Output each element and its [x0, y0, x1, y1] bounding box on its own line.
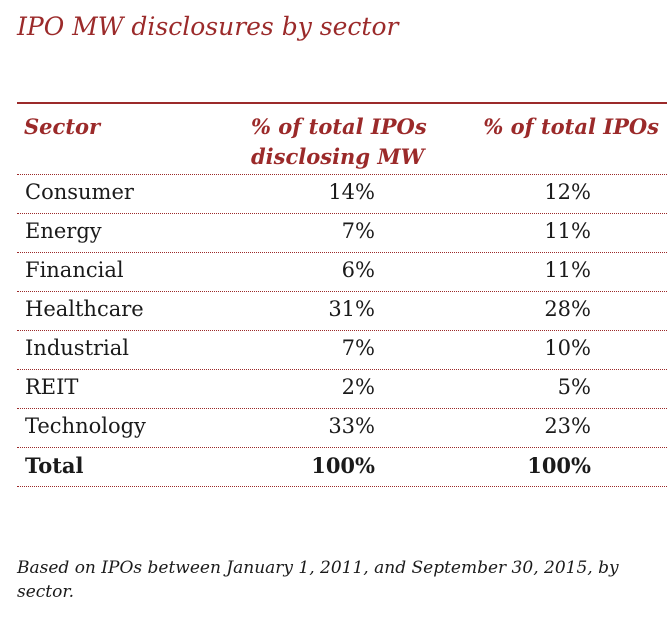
total-cell: 23% — [544, 414, 591, 438]
sector-table: Sector % of total IPOs disclosing MW % o… — [17, 102, 667, 487]
total-cell: 12% — [544, 180, 591, 204]
table-row: Consumer 14% 12% — [17, 174, 667, 213]
header-sector: Sector — [24, 114, 101, 139]
disclosing-cell: 2% — [341, 375, 375, 399]
page-title: IPO MW disclosures by sector — [17, 12, 399, 41]
sector-cell: Industrial — [25, 336, 129, 360]
total-cell: 11% — [544, 219, 591, 243]
footnote: Based on IPOs between January 1, 2011, a… — [17, 558, 619, 602]
table-row: Energy 7% 11% — [17, 213, 667, 252]
table-total-row: Total 100% 100% — [17, 447, 667, 487]
sector-cell: Healthcare — [25, 297, 144, 321]
disclosing-cell: 31% — [328, 297, 375, 321]
sector-cell: Energy — [25, 219, 102, 243]
header-disclosing: % of total IPOs disclosing MW — [251, 114, 427, 169]
table-row: Technology 33% 23% — [17, 408, 667, 447]
disclosing-cell: 33% — [328, 414, 375, 438]
header-total: % of total IPOs — [483, 114, 659, 139]
sector-cell: Financial — [25, 258, 124, 282]
total-cell: 11% — [544, 258, 591, 282]
table-header-row: Sector % of total IPOs disclosing MW % o… — [17, 104, 667, 174]
total-total-cell: 100% — [527, 453, 591, 478]
table-row: Healthcare 31% 28% — [17, 291, 667, 330]
total-cell: 10% — [544, 336, 591, 360]
disclosing-cell: 7% — [341, 219, 375, 243]
total-cell: 28% — [544, 297, 591, 321]
total-label-cell: Total — [25, 453, 84, 478]
total-cell: 5% — [557, 375, 591, 399]
table-row: Industrial 7% 10% — [17, 330, 667, 369]
disclosing-cell: 14% — [328, 180, 375, 204]
sector-cell: Consumer — [25, 180, 134, 204]
disclosing-cell: 7% — [341, 336, 375, 360]
table-row: REIT 2% 5% — [17, 369, 667, 408]
sector-cell: REIT — [25, 375, 79, 399]
sector-cell: Technology — [25, 414, 146, 438]
disclosing-cell: 6% — [341, 258, 375, 282]
table-row: Financial 6% 11% — [17, 252, 667, 291]
total-disclosing-cell: 100% — [311, 453, 375, 478]
